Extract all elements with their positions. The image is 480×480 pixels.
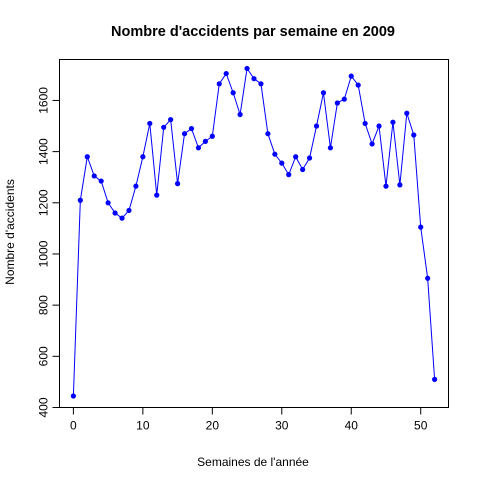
data-point xyxy=(168,117,174,123)
y-tick-label: 1000 xyxy=(37,240,51,267)
data-point xyxy=(216,81,222,87)
data-point xyxy=(355,82,361,88)
data-point xyxy=(418,224,424,230)
data-point xyxy=(84,154,90,160)
series-layer xyxy=(70,65,438,399)
y-axis: 400 600 800 1000 1200 1400 1600 xyxy=(37,87,60,418)
data-point xyxy=(244,65,250,72)
x-axis: 0 10 20 30 40 50 xyxy=(70,407,432,433)
x-axis-label: Semaines de l'année xyxy=(197,455,309,469)
data-point xyxy=(397,182,403,188)
data-point xyxy=(133,183,139,189)
series-line xyxy=(72,67,436,397)
data-point xyxy=(188,125,195,132)
data-point xyxy=(126,207,132,214)
data-point xyxy=(300,166,306,173)
data-point xyxy=(313,123,320,129)
y-tick-label: 600 xyxy=(37,346,51,366)
data-point xyxy=(411,132,417,138)
data-point xyxy=(70,393,76,399)
x-tick-label: 40 xyxy=(345,419,359,433)
data-point xyxy=(181,131,188,137)
data-point xyxy=(327,145,334,151)
data-point xyxy=(77,197,83,203)
data-point xyxy=(119,215,125,221)
y-tick-label: 800 xyxy=(37,295,51,315)
data-point xyxy=(195,145,202,151)
y-tick-label: 1600 xyxy=(37,87,51,114)
x-tick-label: 0 xyxy=(70,419,77,433)
y-tick-label: 400 xyxy=(37,397,51,417)
data-point xyxy=(154,192,160,198)
data-point xyxy=(404,110,410,116)
plot-frame xyxy=(59,59,449,408)
chart-title: Nombre d'accidents par semaine en 2009 xyxy=(111,24,395,40)
data-point xyxy=(237,111,243,118)
data-point xyxy=(112,210,118,216)
x-tick-label: 10 xyxy=(136,419,150,433)
data-point xyxy=(161,124,167,130)
data-point xyxy=(209,133,215,139)
y-axis-label: Nombre d'accidents xyxy=(3,179,17,285)
data-point xyxy=(306,155,313,161)
data-point xyxy=(432,376,438,382)
data-point xyxy=(425,275,431,281)
data-point xyxy=(140,154,146,160)
data-point xyxy=(272,151,278,157)
data-point xyxy=(147,120,153,127)
data-point xyxy=(174,181,181,187)
data-point xyxy=(91,173,97,179)
data-point xyxy=(202,138,208,144)
data-point xyxy=(98,178,104,184)
data-point xyxy=(369,141,375,147)
y-tick-label: 1200 xyxy=(37,189,51,216)
data-point xyxy=(105,200,111,206)
data-point xyxy=(362,120,368,127)
data-point xyxy=(320,90,327,96)
data-point xyxy=(265,131,271,137)
data-point xyxy=(293,154,299,160)
data-point xyxy=(230,90,236,96)
data-point xyxy=(383,183,389,189)
y-tick-label: 1400 xyxy=(37,138,51,165)
data-point xyxy=(376,123,382,129)
data-point xyxy=(258,81,264,87)
x-tick-label: 50 xyxy=(414,419,428,433)
data-point xyxy=(390,119,396,125)
data-point xyxy=(348,73,354,79)
data-point xyxy=(223,70,229,77)
data-point xyxy=(334,100,340,106)
data-point xyxy=(286,172,292,178)
x-tick-label: 20 xyxy=(206,419,220,433)
x-tick-label: 30 xyxy=(275,419,289,433)
data-point xyxy=(341,96,347,102)
data-point xyxy=(251,76,257,82)
data-point xyxy=(279,160,285,166)
